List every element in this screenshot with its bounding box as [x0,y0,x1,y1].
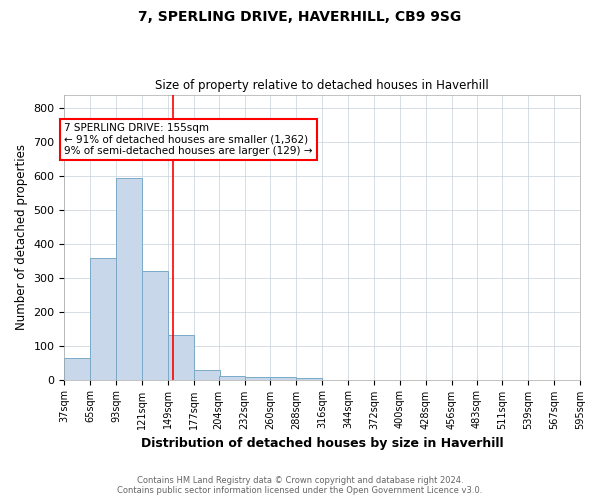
Bar [168,336,194,380]
X-axis label: Distribution of detached houses by size in Haverhill: Distribution of detached houses by size … [141,437,503,450]
Bar [64,358,90,380]
Bar [194,370,220,380]
Bar [219,376,245,380]
Bar [296,378,322,380]
Bar [116,178,142,380]
Bar [245,377,271,380]
Text: Contains HM Land Registry data © Crown copyright and database right 2024.
Contai: Contains HM Land Registry data © Crown c… [118,476,482,495]
Bar [90,258,116,380]
Bar [271,377,296,380]
Title: Size of property relative to detached houses in Haverhill: Size of property relative to detached ho… [155,79,489,92]
Bar [142,272,168,380]
Text: 7, SPERLING DRIVE, HAVERHILL, CB9 9SG: 7, SPERLING DRIVE, HAVERHILL, CB9 9SG [139,10,461,24]
Y-axis label: Number of detached properties: Number of detached properties [15,144,28,330]
Text: 7 SPERLING DRIVE: 155sqm
← 91% of detached houses are smaller (1,362)
9% of semi: 7 SPERLING DRIVE: 155sqm ← 91% of detach… [64,123,313,156]
